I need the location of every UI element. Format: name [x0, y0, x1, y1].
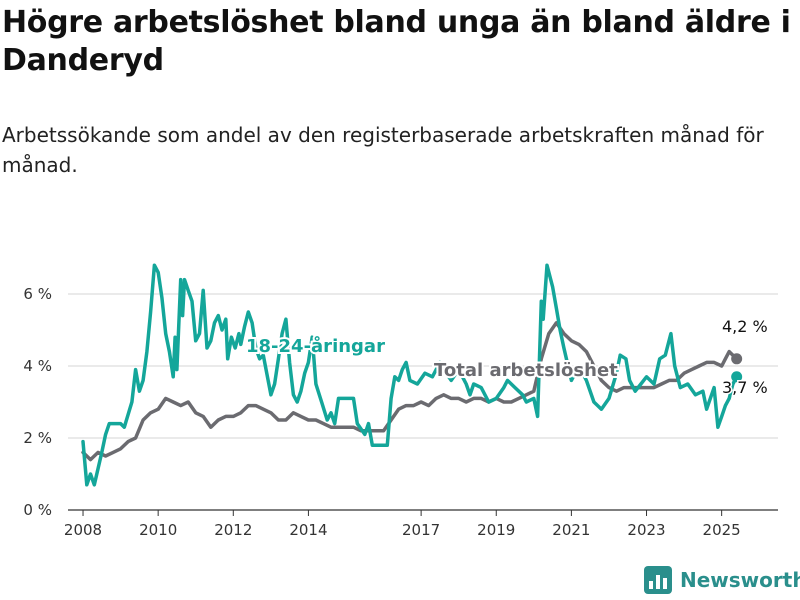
y-tick-label: 2 %	[23, 429, 52, 447]
end-label-total: 4,2 %	[722, 317, 768, 336]
x-tick-label: 2025	[703, 521, 741, 539]
page-title: Högre arbetslöshet bland unga än bland ä…	[2, 5, 791, 78]
x-tick-label: 2019	[477, 521, 515, 539]
series-line-total	[81, 321, 739, 462]
x-tick-label: 2012	[214, 521, 252, 539]
y-tick-label: 6 %	[23, 285, 52, 303]
y-tick-label: 0 %	[23, 501, 52, 519]
end-point-youth	[731, 371, 743, 383]
series-label-total: Total arbetslöshet	[434, 360, 618, 381]
x-tick-label: 2021	[552, 521, 590, 539]
series-line-youth	[81, 263, 739, 487]
brand-logo: Newsworthy	[644, 566, 800, 594]
end-point-total	[731, 353, 743, 365]
brand-name: Newsworthy	[680, 568, 800, 592]
chart-subtitle: Arbetssökande som andel av den registerb…	[2, 123, 764, 177]
end-label-youth: 3,7 %	[722, 378, 768, 397]
series-label-youth: 18-24-åringar	[246, 335, 385, 357]
x-tick-label: 2023	[627, 521, 665, 539]
x-tick-label: 2008	[64, 521, 102, 539]
x-tick-label: 2010	[139, 521, 177, 539]
y-tick-label: 4 %	[23, 357, 52, 375]
bar-chart-logo-icon	[644, 566, 672, 594]
x-tick-label: 2017	[402, 521, 440, 539]
x-tick-label: 2014	[289, 521, 327, 539]
